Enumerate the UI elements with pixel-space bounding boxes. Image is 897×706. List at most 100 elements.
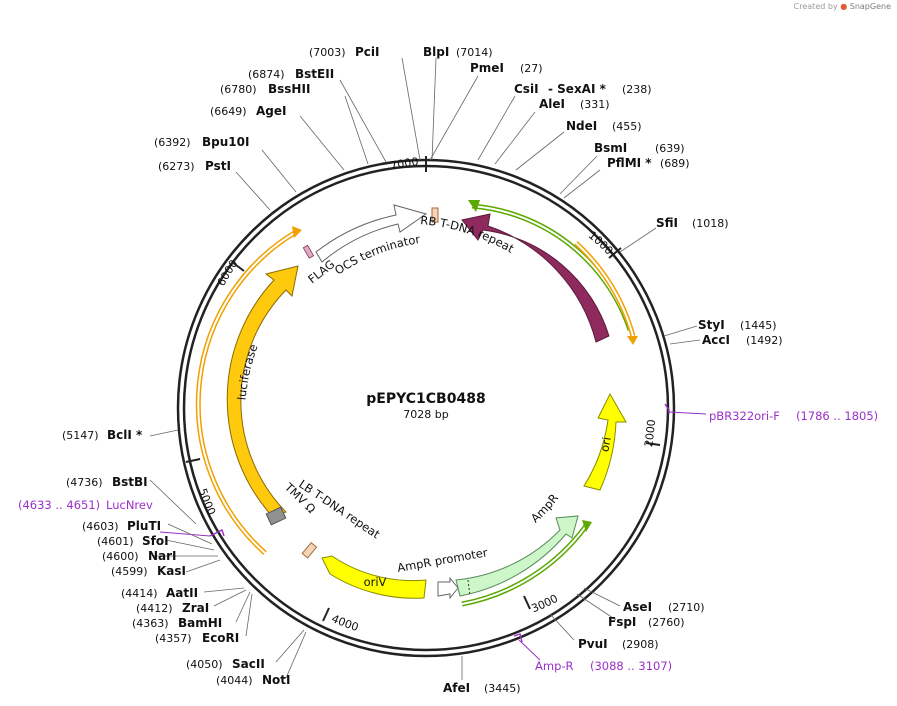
primer-amp-r[interactable]: Amp-R (3088 .. 3107) [535,659,672,673]
site-bpu10i[interactable]: (6392) Bpu10I [154,135,249,149]
site-leaders [149,57,701,680]
ocs-terminator-arrow[interactable] [315,204,428,263]
tick-7000: 7000 [389,155,419,172]
site-bsmi[interactable]: BsmI (639) [594,141,685,155]
site-sfoi[interactable]: (4601) SfoI [97,534,169,548]
svg-text:AfeI: AfeI [443,681,470,695]
svg-text:(27): (27) [520,62,543,75]
site-noti[interactable]: (4044) NotI [216,673,291,687]
credit-brand: SnapGene [849,2,891,11]
site-ecori[interactable]: (4357) EcoRI [155,631,239,645]
svg-text:AgeI: AgeI [256,104,286,118]
lucnrev-primer-mark [209,529,225,537]
svg-text:BlpI: BlpI [423,45,449,59]
svg-text:(6392): (6392) [154,136,191,149]
site-afei[interactable]: AfeI (3445) [443,681,521,695]
svg-text:(6273): (6273) [158,160,195,173]
svg-text:(689): (689) [660,157,690,170]
svg-text:BstBI: BstBI [112,475,148,489]
svg-text:(2710): (2710) [668,601,705,614]
ampr-promoter-label: AmpR promoter [396,545,489,575]
svg-text:EcoRI: EcoRI [202,631,239,645]
svg-text:pBR322ori-F: pBR322ori-F [709,409,780,423]
flag-marker [302,244,315,259]
svg-text:AccI: AccI [702,333,730,347]
luciferase-arrow[interactable] [226,265,299,517]
site-sacii[interactable]: (4050) SacII [186,657,265,671]
svg-text:Bpu10I: Bpu10I [202,135,249,149]
site-pluti[interactable]: (4603) PluTI [82,519,161,533]
ori-arrow[interactable] [583,392,627,491]
site-fspi[interactable]: FspI (2760) [608,615,685,629]
svg-text:BamHI: BamHI [178,616,222,630]
site-bcli[interactable]: (5147) BclI * [62,428,143,442]
svg-text:(4412): (4412) [136,602,173,615]
site-pflmi[interactable]: PflMI * (689) [607,156,690,170]
svg-text:NdeI: NdeI [566,119,597,133]
site-pcii[interactable]: (7003) PciI [309,45,380,59]
oriV-label: oriV [364,575,387,589]
tick-5000: 5000 [196,487,218,518]
svg-text:NotI: NotI [262,673,291,687]
svg-text:(5147): (5147) [62,429,99,442]
green-feature-arc [471,203,633,331]
svg-text:(6649): (6649) [210,105,247,118]
site-styi[interactable]: StyI (1445) [698,318,777,332]
site-bsshii[interactable]: (6780) BssHII [220,82,310,96]
site-alei[interactable]: AleI (331) [539,97,610,111]
svg-text:(1445): (1445) [740,319,777,332]
svg-text:AatII: AatII [166,586,198,600]
svg-text:(4736): (4736) [66,476,103,489]
svg-text:(4050): (4050) [186,658,223,671]
svg-text:(6874): (6874) [248,68,285,81]
svg-text:Amp-R: Amp-R [535,659,574,673]
site-pmei[interactable]: PmeI (27) [470,61,543,75]
svg-text:BclI *: BclI * [107,428,143,442]
site-ndei[interactable]: NdeI (455) [566,119,642,133]
oriV-arrow[interactable] [321,555,427,599]
primer-pbr322ori-f[interactable]: pBR322ori-F (1786 .. 1805) [709,409,878,423]
svg-text:(4600): (4600) [102,550,139,563]
plasmid-name: pEPYC1CB0488 [366,391,485,407]
site-bamhi[interactable]: (4363) BamHI [132,616,222,630]
ampR-arrow[interactable] [455,515,579,597]
site-zrai[interactable]: (4412) ZraI [136,601,209,615]
tick-marks [185,156,661,622]
svg-text:(639): (639) [655,142,685,155]
svg-text:AleI: AleI [539,97,565,111]
site-bsteii[interactable]: (6874) BstEII [248,67,334,81]
svg-text:(4363): (4363) [132,617,169,630]
svg-text:PciI: PciI [355,45,380,59]
site-nari[interactable]: (4600) NarI [102,549,177,563]
site-bstbi[interactable]: (4736) BstBI [66,475,148,489]
svg-text:(1492): (1492) [746,334,783,347]
site-agei[interactable]: (6649) AgeI [210,104,286,118]
ampr-promoter-arrow[interactable] [437,576,459,600]
svg-text:PstI: PstI [205,159,231,173]
site-asei[interactable]: AseI (2710) [623,600,705,614]
site-sfii[interactable]: SfiI (1018) [656,216,729,230]
svg-text:(7003): (7003) [309,46,346,59]
snapgene-credit: Created by ● SnapGene [794,2,891,11]
svg-text:PflMI *: PflMI * [607,156,652,170]
site-acci[interactable]: AccI (1492) [702,333,783,347]
green-arc-arrowhead [468,200,480,212]
svg-text:(4044): (4044) [216,674,253,687]
svg-text:BstEII: BstEII [295,67,334,81]
site-pvui[interactable]: PvuI (2908) [578,637,659,651]
site-csii-sexai[interactable]: CsiI - SexAI * (238) [514,82,652,96]
site-aatii[interactable]: (4414) AatII [121,586,198,600]
site-blpi[interactable]: BlpI (7014) [423,45,493,59]
site-kasi[interactable]: (4599) KasI [111,564,186,578]
svg-text:(4633 .. 4651): (4633 .. 4651) [18,498,100,512]
svg-text:PvuI: PvuI [578,637,608,651]
lb-tdna-repeat-marker [301,542,318,559]
svg-text:(7014): (7014) [456,46,493,59]
svg-text:StyI: StyI [698,318,725,332]
primer-lucnrev[interactable]: (4633 .. 4651) LucNrev [18,498,153,512]
site-psti[interactable]: (6273) PstI [158,159,231,173]
svg-text:(4414): (4414) [121,587,158,600]
svg-text:SfoI: SfoI [142,534,169,548]
trfA-arrow[interactable] [461,213,610,343]
